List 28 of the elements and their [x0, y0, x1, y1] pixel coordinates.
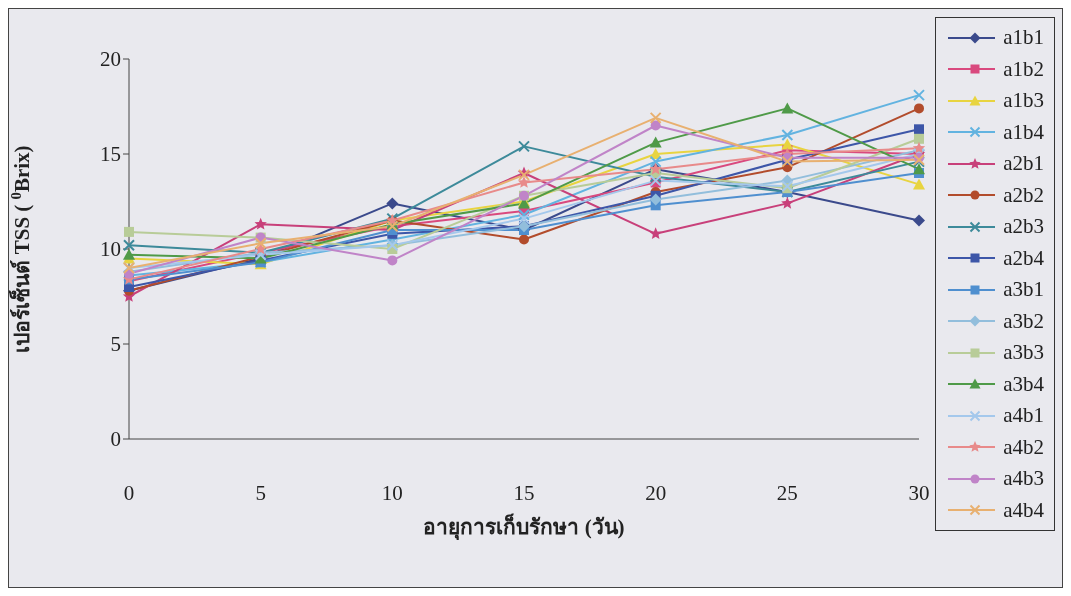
legend-label: a2b4 — [1003, 245, 1044, 271]
legend-label: a3b2 — [1003, 308, 1044, 334]
legend-label: a2b3 — [1003, 214, 1044, 240]
x-tick-label: 30 — [908, 480, 930, 505]
legend-label: a3b4 — [1003, 371, 1044, 397]
x-axis-title: อายุการเก็บรักษา (วัน) — [423, 513, 625, 541]
legend-label: a4b2 — [1003, 434, 1044, 460]
x-tick-label: 5 — [255, 480, 266, 505]
x-tick-label: 20 — [645, 480, 667, 505]
legend-label: a3b3 — [1003, 340, 1044, 366]
x-tick-label: 10 — [381, 480, 403, 505]
legend-label: a1b4 — [1003, 119, 1044, 145]
y-tick-label: 5 — [110, 332, 121, 357]
y-tick-label: 20 — [100, 47, 121, 72]
legend-label: a2b1 — [1003, 151, 1044, 177]
legend-label: a2b2 — [1003, 182, 1044, 208]
y-tick-label: 0 — [110, 427, 121, 452]
legend-label: a1b3 — [1003, 88, 1044, 114]
x-tick-label: 25 — [776, 480, 798, 505]
legend-label: a1b2 — [1003, 56, 1044, 82]
legend-label: a1b1 — [1003, 25, 1044, 51]
legend-label: a4b4 — [1003, 497, 1044, 523]
legend-label: a4b3 — [1003, 466, 1044, 492]
legend-label: a3b1 — [1003, 277, 1044, 303]
y-tick-label: 10 — [100, 237, 121, 262]
legend-label: a4b1 — [1003, 403, 1044, 429]
y-tick-label: 15 — [100, 142, 121, 167]
x-tick-label: 15 — [513, 480, 535, 505]
